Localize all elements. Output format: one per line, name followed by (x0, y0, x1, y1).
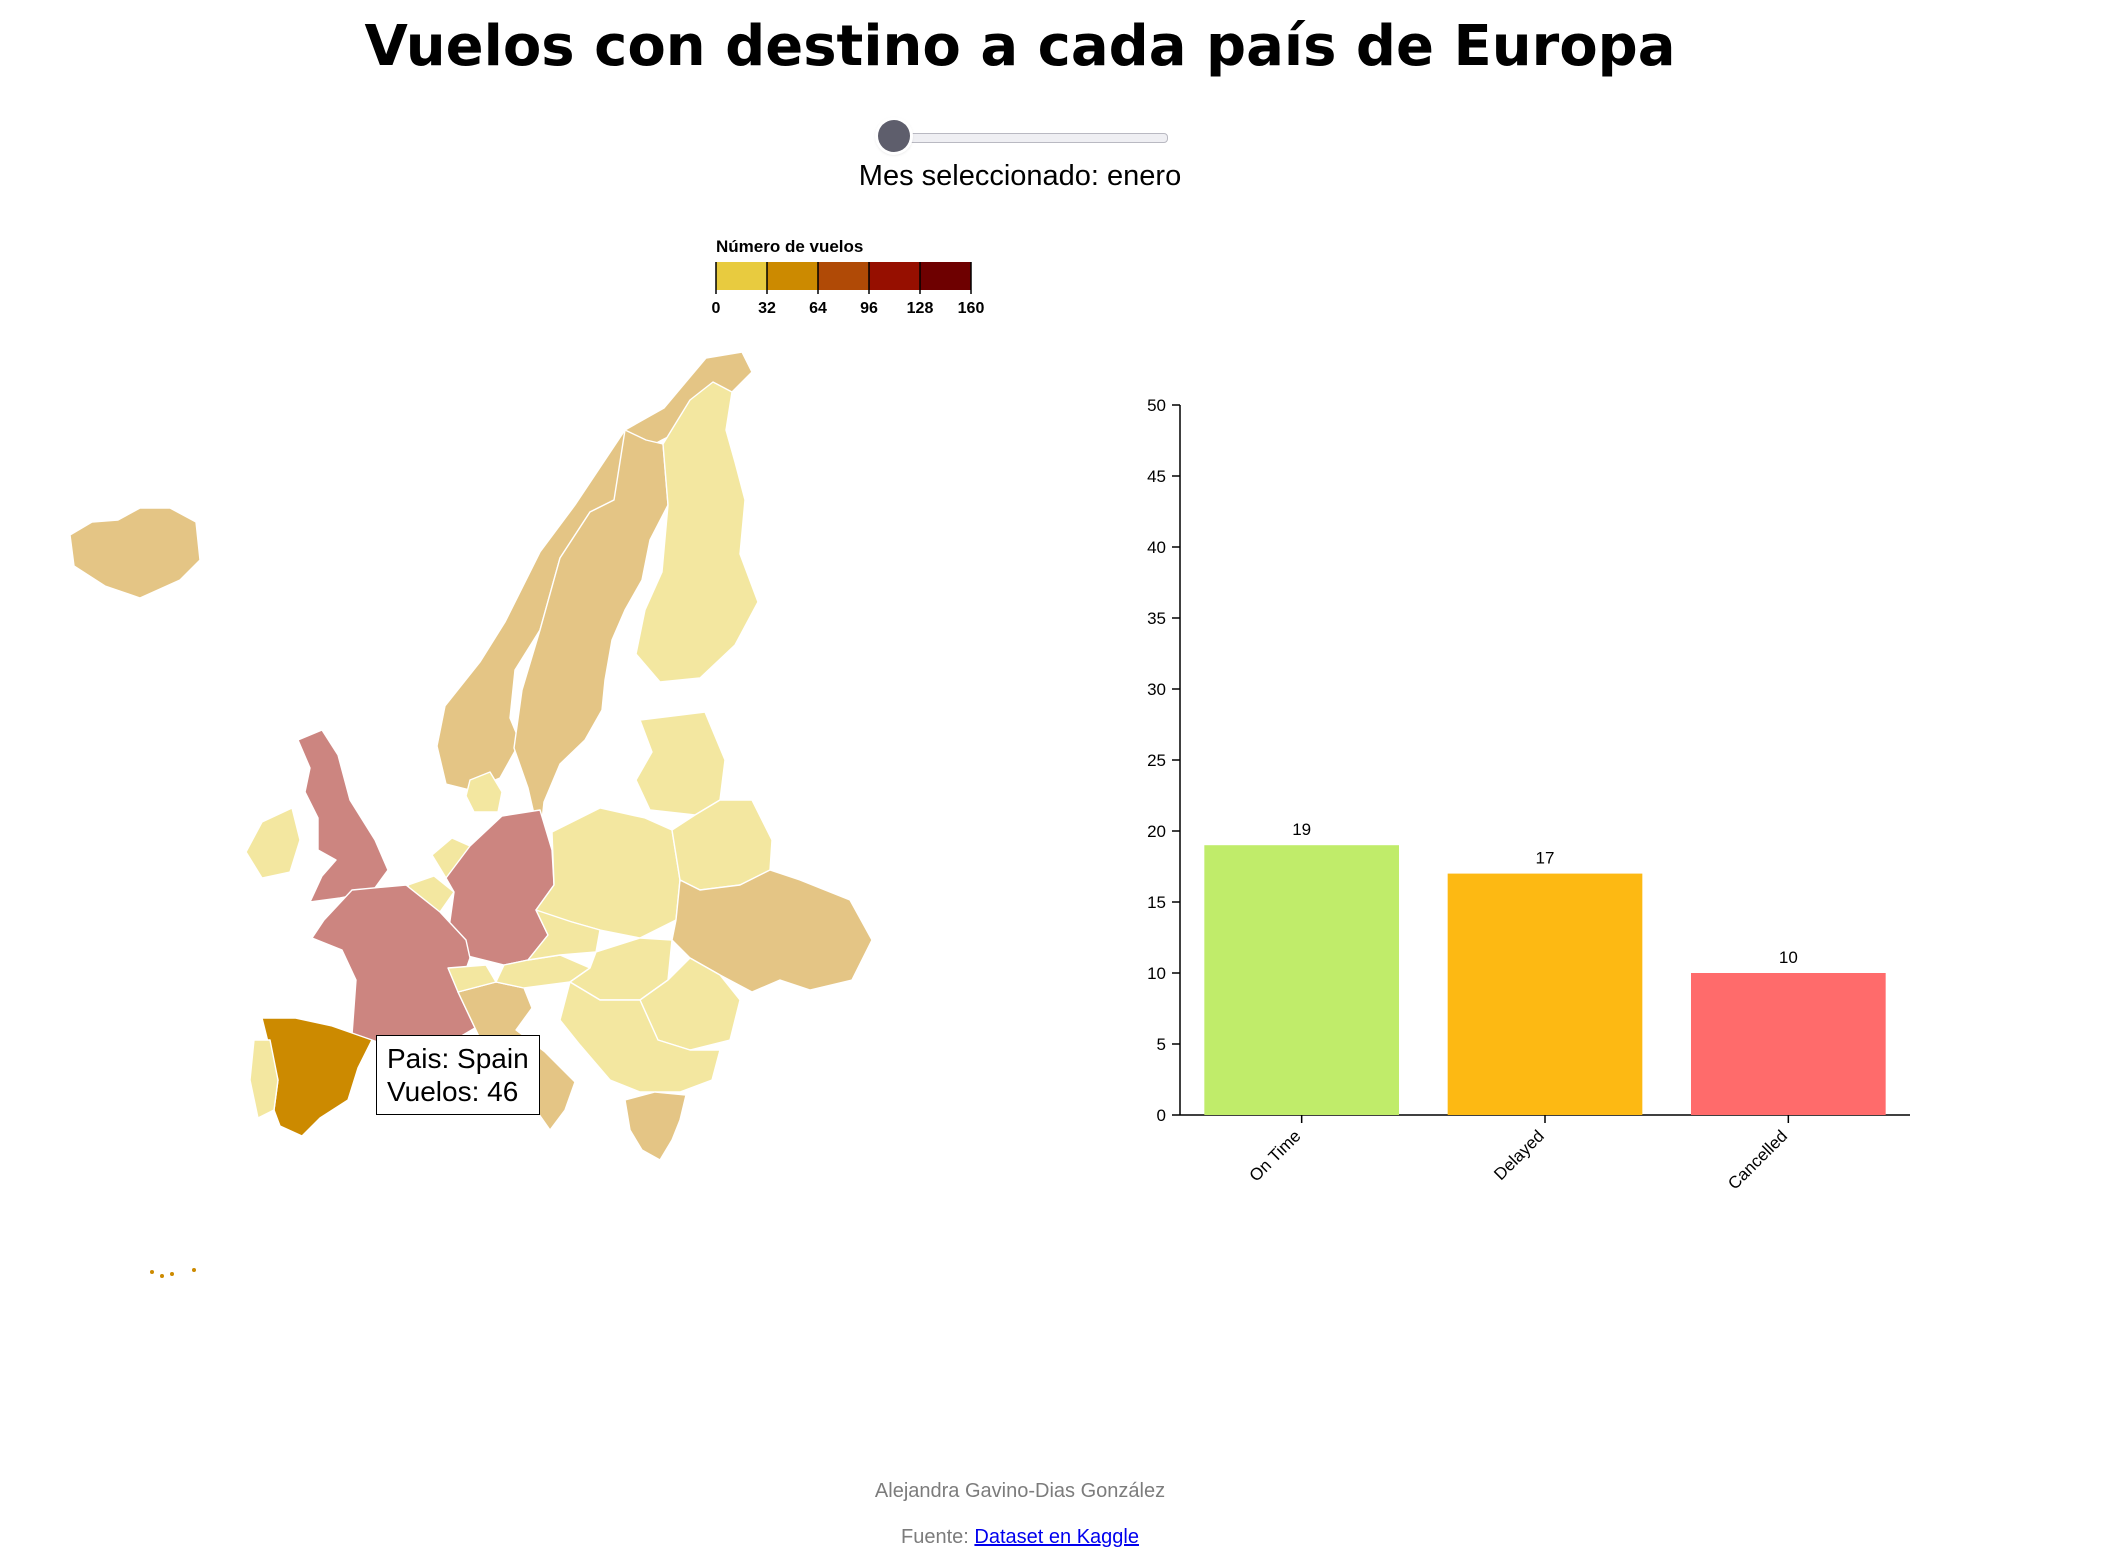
y-tick-label: 5 (1157, 1035, 1166, 1054)
kaggle-dataset-link[interactable]: Dataset en Kaggle (974, 1526, 1139, 1548)
slider-thumb[interactable] (878, 120, 910, 152)
europe-map (69, 351, 873, 1278)
legend-swatch (716, 262, 767, 290)
country-portugal[interactable] (249, 1039, 279, 1119)
legend-title: Número de vuelos (716, 237, 863, 256)
country-ireland[interactable] (245, 807, 301, 879)
tooltip-flights: Vuelos: 46 (387, 1076, 519, 1107)
y-tick-label: 0 (1157, 1106, 1166, 1125)
canary-islands (150, 1268, 196, 1278)
legend-swatch (767, 262, 818, 290)
bar[interactable] (1447, 873, 1643, 1115)
y-tick-label: 25 (1147, 751, 1166, 770)
country-finland[interactable] (635, 381, 759, 683)
legend-tick-label: 0 (712, 300, 721, 317)
legend-swatch (869, 262, 920, 290)
country-baltics[interactable] (635, 711, 726, 816)
footer-author: Alejandra Gavino-Dias González (874, 1480, 1166, 1502)
legend-tick-label: 160 (958, 300, 985, 317)
x-tick-label: Delayed (1490, 1126, 1548, 1184)
footer-source: Fuente: Dataset en Kaggle (0, 1526, 2040, 1549)
legend-tick-label: 32 (758, 300, 776, 317)
bar-value-label: 10 (1779, 948, 1798, 967)
bar[interactable] (1204, 845, 1399, 1115)
month-slider[interactable] (878, 120, 1168, 156)
x-tick-label: Cancelled (1724, 1126, 1791, 1193)
y-tick-label: 35 (1147, 609, 1166, 628)
bar-value-label: 17 (1536, 849, 1555, 868)
bar[interactable] (1691, 973, 1886, 1115)
country-denmark[interactable] (465, 771, 503, 813)
tooltip-country: Pais: Spain (387, 1043, 529, 1074)
y-tick-label: 15 (1147, 893, 1166, 912)
country-united-kingdom[interactable] (297, 729, 389, 903)
legend-tick-label: 64 (809, 300, 827, 317)
legend-swatch (920, 262, 971, 290)
status-bar-chart: 0 5 10 15 20 25 30 35 40 45 50 19 On Time 17 Delayed 10… (1147, 396, 1910, 1193)
country-balkans[interactable] (559, 981, 721, 1093)
slider-track[interactable] (888, 133, 1168, 143)
country-czechia[interactable] (527, 909, 601, 961)
country-sweden[interactable] (513, 429, 669, 841)
x-tick-label: On Time (1246, 1126, 1305, 1185)
y-tick-label: 50 (1147, 396, 1166, 415)
y-tick-label: 10 (1147, 964, 1166, 983)
y-tick-label: 40 (1147, 538, 1166, 557)
country-greece[interactable] (624, 1091, 687, 1161)
country-iceland[interactable] (69, 507, 201, 599)
y-tick-label: 45 (1147, 467, 1166, 486)
page-title: Vuelos con destino a cada país de Europa (364, 14, 1676, 79)
y-tick-label: 20 (1147, 822, 1166, 841)
legend-tick-label: 128 (907, 300, 934, 317)
legend-tick-label: 96 (860, 300, 878, 317)
bar-value-label: 19 (1292, 820, 1311, 839)
color-legend: Número de vuelos 0 32 64 96 128 160 (712, 237, 985, 317)
country-tooltip: Pais: Spain Vuelos: 46 (376, 1035, 540, 1115)
selected-month-label: Mes seleccionado: enero (858, 160, 1182, 192)
legend-swatch (818, 262, 869, 290)
y-tick-label: 30 (1147, 680, 1166, 699)
footer-source-prefix: Fuente: (901, 1526, 969, 1548)
country-spain[interactable] (261, 1017, 373, 1137)
